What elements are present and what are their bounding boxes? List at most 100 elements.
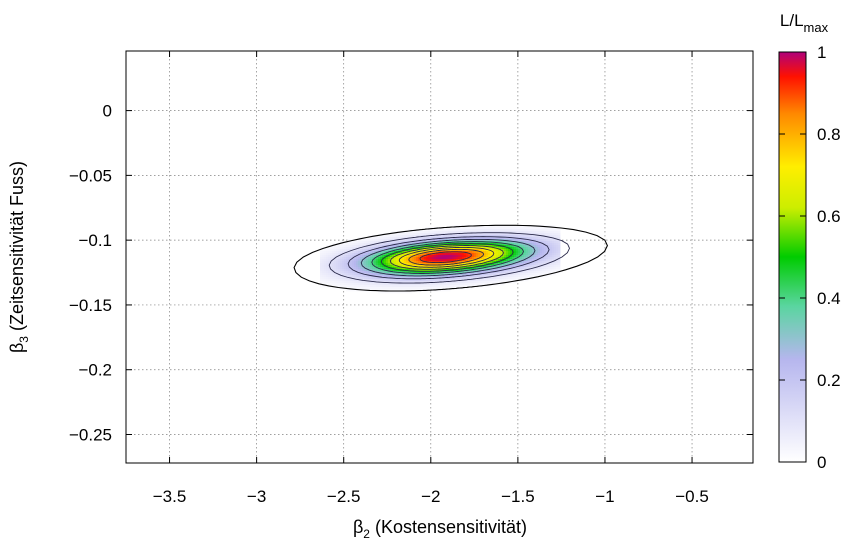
surface-cell xyxy=(538,253,541,256)
surface-cell xyxy=(374,267,377,270)
surface-cell xyxy=(462,255,465,258)
surface-cell xyxy=(450,229,453,232)
surface-cell xyxy=(498,235,501,238)
surface-cell xyxy=(422,229,425,232)
surface-cell xyxy=(378,265,381,268)
surface-cell xyxy=(466,285,469,288)
x-tick-label: −2 xyxy=(421,487,440,506)
surface-cell xyxy=(464,243,467,246)
surface-cell xyxy=(378,253,381,256)
surface-cell xyxy=(396,259,399,262)
surface-cell xyxy=(374,237,377,240)
surface-cell xyxy=(540,271,543,274)
surface-cell xyxy=(548,271,551,274)
surface-cell xyxy=(428,283,431,286)
surface-cell xyxy=(442,253,445,256)
surface-cell xyxy=(452,279,455,282)
surface-cell xyxy=(356,257,359,260)
surface-cell xyxy=(362,249,365,252)
surface-cell xyxy=(498,275,501,278)
surface-cell xyxy=(406,277,409,280)
surface-cell xyxy=(506,233,509,236)
surface-cell xyxy=(368,245,371,248)
surface-cell xyxy=(448,259,451,262)
surface-cell xyxy=(356,275,359,278)
surface-cell xyxy=(370,271,373,274)
surface-cell xyxy=(340,259,343,262)
surface-cell xyxy=(530,275,533,278)
surface-cell xyxy=(380,273,383,276)
surface-cell xyxy=(338,259,341,262)
surface-cell xyxy=(404,253,407,256)
surface-cell xyxy=(430,267,433,270)
surface-cell xyxy=(524,247,527,250)
surface-cell xyxy=(384,267,387,270)
surface-cell xyxy=(470,233,473,236)
surface-cell xyxy=(460,229,463,232)
surface-cell xyxy=(384,283,387,286)
surface-cell xyxy=(350,241,353,244)
surface-cell xyxy=(408,243,411,246)
surface-cell xyxy=(388,267,391,270)
surface-cell xyxy=(404,265,407,268)
surface-cell xyxy=(464,247,467,250)
surface-cell xyxy=(500,265,503,268)
surface-cell xyxy=(556,251,559,254)
surface-cell xyxy=(522,245,525,248)
surface-cell xyxy=(468,261,471,264)
surface-cell xyxy=(520,235,523,238)
surface-cell xyxy=(522,227,525,230)
surface-cell xyxy=(526,255,529,258)
surface-cell xyxy=(356,265,359,268)
surface-cell xyxy=(438,267,441,270)
surface-cell xyxy=(444,273,447,276)
surface-cell xyxy=(514,273,517,276)
surface-cell xyxy=(348,263,351,266)
surface-cell xyxy=(408,283,411,286)
surface-cell xyxy=(546,227,549,230)
surface-cell xyxy=(394,281,397,284)
surface-cell xyxy=(486,237,489,240)
surface-cell xyxy=(508,273,511,276)
surface-cell xyxy=(344,259,347,262)
surface-cell xyxy=(534,269,537,272)
surface-cell xyxy=(500,247,503,250)
surface-cell xyxy=(460,271,463,274)
surface-cell xyxy=(454,257,457,260)
surface-cell xyxy=(358,285,361,288)
surface-cell xyxy=(456,261,459,264)
surface-cell xyxy=(472,231,475,234)
surface-cell xyxy=(514,227,517,230)
surface-cell xyxy=(392,253,395,256)
surface-cell xyxy=(384,279,387,282)
surface-cell xyxy=(548,225,551,228)
surface-cell xyxy=(426,285,429,288)
surface-cell xyxy=(472,227,475,230)
surface-cell xyxy=(414,285,417,288)
surface-cell xyxy=(536,267,539,270)
surface-cell xyxy=(402,259,405,262)
surface-cell xyxy=(396,273,399,276)
surface-cell xyxy=(362,245,365,248)
surface-cell xyxy=(532,261,535,264)
surface-cell xyxy=(488,229,491,232)
surface-cell xyxy=(350,275,353,278)
surface-cell xyxy=(376,245,379,248)
surface-cell xyxy=(428,257,431,260)
surface-cell xyxy=(480,241,483,244)
surface-cell xyxy=(386,243,389,246)
surface-cell xyxy=(400,263,403,266)
surface-cell xyxy=(432,259,435,262)
surface-cell xyxy=(336,249,339,252)
surface-cell xyxy=(394,285,397,288)
surface-cell xyxy=(552,241,555,244)
surface-cell xyxy=(508,265,511,268)
surface-cell xyxy=(454,259,457,262)
surface-cell xyxy=(368,279,371,282)
surface-cell xyxy=(442,289,445,292)
surface-cell xyxy=(498,271,501,274)
surface-cell xyxy=(556,257,559,260)
surface-cell xyxy=(412,263,415,266)
surface-cell xyxy=(364,255,367,258)
surface-cell xyxy=(474,283,477,286)
